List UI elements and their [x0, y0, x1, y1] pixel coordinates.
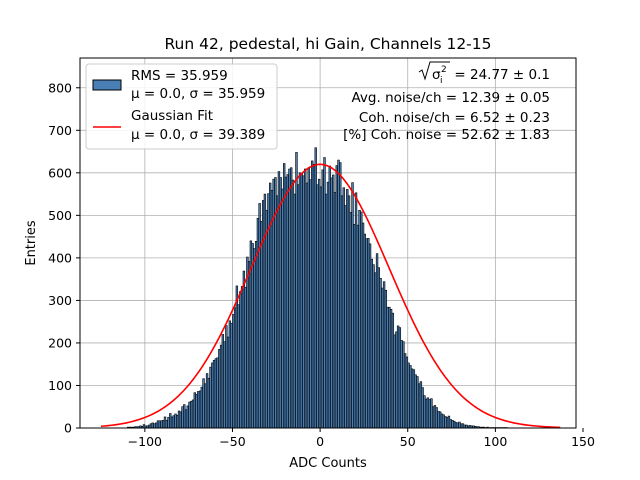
sqrt-radical-icon: [418, 61, 450, 81]
x-tick-label: −50: [219, 434, 245, 449]
y-axis-ticks: 0 100 200 300 400 500 600 700 800: [48, 80, 80, 436]
plot-frame: [79, 57, 577, 429]
x-axis-label: ADC Counts: [289, 456, 367, 471]
x-tick-label: 150: [571, 434, 595, 449]
sigma-subscript: i: [440, 76, 443, 86]
annotation-sigma-value: = 24.77 ± 0.1: [454, 67, 550, 83]
y-tick-label: 300: [48, 293, 72, 308]
y-tick-label: 200: [48, 335, 72, 350]
sigma-superscript: 2: [441, 65, 447, 75]
chart-title: Run 42, pedestal, hi Gain, Channels 12-1…: [164, 35, 491, 53]
annotation-coh-noise: Coh. noise/ch = 6.52 ± 0.23: [359, 110, 550, 126]
x-tick-label: −100: [128, 434, 162, 449]
y-tick-label: 700: [48, 123, 72, 138]
annotation-coh-noise-percent: [%] Coh. noise = 52.62 ± 1.83: [343, 127, 550, 143]
y-tick-label: 0: [64, 421, 72, 436]
legend: RMS = 35.959 μ = 0.0, σ = 35.959 Gaussia…: [85, 63, 278, 150]
sigma-symbol: σ: [432, 67, 441, 83]
y-tick-label: 800: [48, 80, 72, 95]
x-tick-label: 50: [400, 434, 416, 449]
gaussian-fit-line: [100, 163, 561, 429]
y-tick-label: 600: [48, 165, 72, 180]
annotation-avg-noise: Avg. noise/ch = 12.39 ± 0.05: [351, 90, 550, 106]
y-axis-label: Entries: [24, 220, 39, 266]
legend-histogram-label-2: μ = 0.0, σ = 35.959: [131, 86, 265, 102]
annotation-sigma-total: σ 2 i = 24.77 ± 0.1: [418, 61, 550, 86]
noise-annotations: σ 2 i = 24.77 ± 0.1 Avg. noise/ch = 12.3…: [343, 61, 550, 143]
legend-fit-label-2: μ = 0.0, σ = 39.389: [131, 127, 265, 143]
legend-fit-label: Gaussian Fit: [131, 108, 213, 124]
y-tick-label: 100: [48, 378, 72, 393]
x-axis-ticks: −100 −50 0 50 100 150: [128, 428, 595, 449]
legend-histogram-swatch: [92, 79, 122, 91]
y-tick-label: 400: [48, 250, 72, 265]
legend-box: [85, 63, 278, 150]
x-tick-label: 0: [316, 434, 324, 449]
legend-histogram-label: RMS = 35.959: [131, 68, 228, 84]
x-tick-label: 100: [483, 434, 507, 449]
y-tick-label: 500: [48, 208, 72, 223]
